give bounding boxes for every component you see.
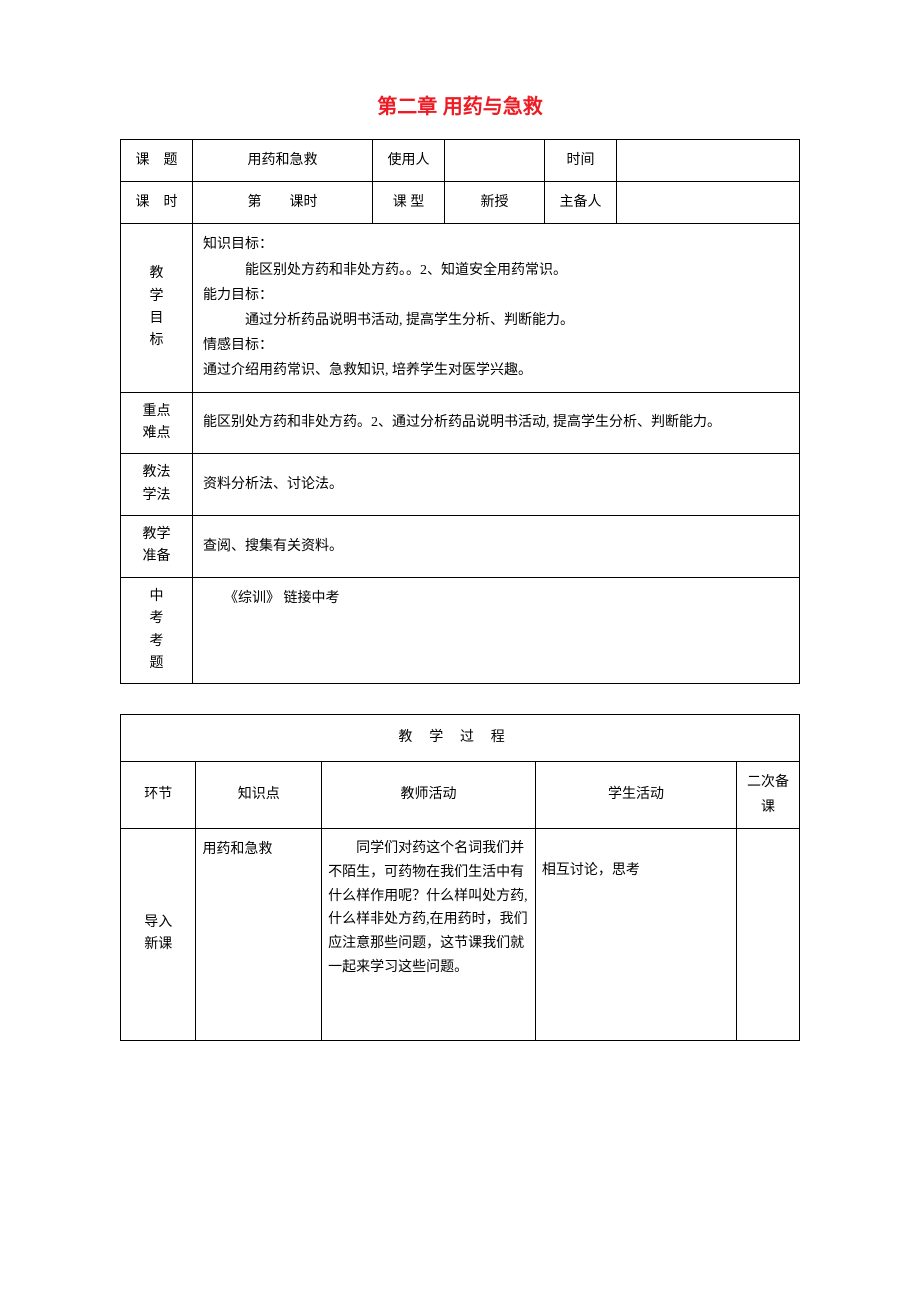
objectives-label: 教 学 目 标 [121, 224, 193, 392]
prep-label: 教学 准备 [121, 516, 193, 578]
prep-content: 查阅、搜集有关资料。 [193, 516, 800, 578]
col-student: 学生活动 [535, 761, 736, 828]
methods-content: 资料分析法、讨论法。 [193, 454, 800, 516]
time-label: 时间 [545, 140, 617, 182]
col-notes: 二次备课 [737, 761, 800, 828]
user-value [445, 140, 545, 182]
exam-content: 《综训》 链接中考 [193, 577, 800, 684]
obj-line: 能区别处方药和非处方药。。2、知道安全用药常识。 [203, 258, 789, 283]
table-row: 导入 新课 用药和急救 同学们对药这个名词我们并不陌生，可药物在我们生活中有什么… [121, 828, 800, 1040]
table-row: 课 题 用药和急救 使用人 时间 [121, 140, 800, 182]
notes-cell [737, 828, 800, 1040]
obj-line: 能力目标： [203, 283, 789, 308]
table-row: 教 学 目 标 知识目标： 能区别处方药和非处方药。。2、知道安全用药常识。 能… [121, 224, 800, 392]
table-row: 教法 学法 资料分析法、讨论法。 [121, 454, 800, 516]
time-value [617, 140, 800, 182]
col-teacher: 教师活动 [322, 761, 536, 828]
table-row: 教学 准备 查阅、搜集有关资料。 [121, 516, 800, 578]
user-label: 使用人 [373, 140, 445, 182]
page-title: 第二章 用药与急救 [120, 90, 800, 119]
type-label: 课 型 [373, 182, 445, 224]
keypoints-label: 重点 难点 [121, 392, 193, 454]
process-header: 教学过程 [121, 715, 800, 761]
obj-line: 通过介绍用药常识、急救知识, 培养学生对医学兴趣。 [203, 358, 789, 383]
col-knowledge: 知识点 [196, 761, 322, 828]
author-value [617, 182, 800, 224]
knowledge-cell: 用药和急救 [196, 828, 322, 1040]
topic-value: 用药和急救 [193, 140, 373, 182]
teacher-cell: 同学们对药这个名词我们并不陌生，可药物在我们生活中有什么样作用呢？什么样叫处方药… [322, 828, 536, 1040]
keypoints-content: 能区别处方药和非处方药。2、通过分析药品说明书活动, 提高学生分析、判断能力。 [193, 392, 800, 454]
type-value: 新授 [445, 182, 545, 224]
phase-cell: 导入 新课 [121, 828, 196, 1040]
methods-label: 教法 学法 [121, 454, 193, 516]
obj-line: 情感目标： [203, 333, 789, 358]
table-row: 环节 知识点 教师活动 学生活动 二次备课 [121, 761, 800, 828]
objectives-content: 知识目标： 能区别处方药和非处方药。。2、知道安全用药常识。 能力目标： 通过分… [193, 224, 800, 392]
obj-line: 知识目标： [203, 232, 789, 257]
author-label: 主备人 [545, 182, 617, 224]
exam-label: 中 考 考 题 [121, 577, 193, 684]
topic-label: 课 题 [121, 140, 193, 182]
period-label: 课 时 [121, 182, 193, 224]
col-phase: 环节 [121, 761, 196, 828]
table-row: 教学过程 [121, 715, 800, 761]
table-row: 重点 难点 能区别处方药和非处方药。2、通过分析药品说明书活动, 提高学生分析、… [121, 392, 800, 454]
table-row: 课 时 第 课时 课 型 新授 主备人 [121, 182, 800, 224]
student-cell: 相互讨论，思考 [535, 828, 736, 1040]
obj-line: 通过分析药品说明书活动, 提高学生分析、判断能力。 [203, 308, 789, 333]
table-row: 中 考 考 题 《综训》 链接中考 [121, 577, 800, 684]
period-value: 第 课时 [193, 182, 373, 224]
process-table: 教学过程 环节 知识点 教师活动 学生活动 二次备课 导入 新课 用药和急救 同… [120, 714, 800, 1040]
lesson-info-table: 课 题 用药和急救 使用人 时间 课 时 第 课时 课 型 新授 主备人 教 学… [120, 139, 800, 684]
